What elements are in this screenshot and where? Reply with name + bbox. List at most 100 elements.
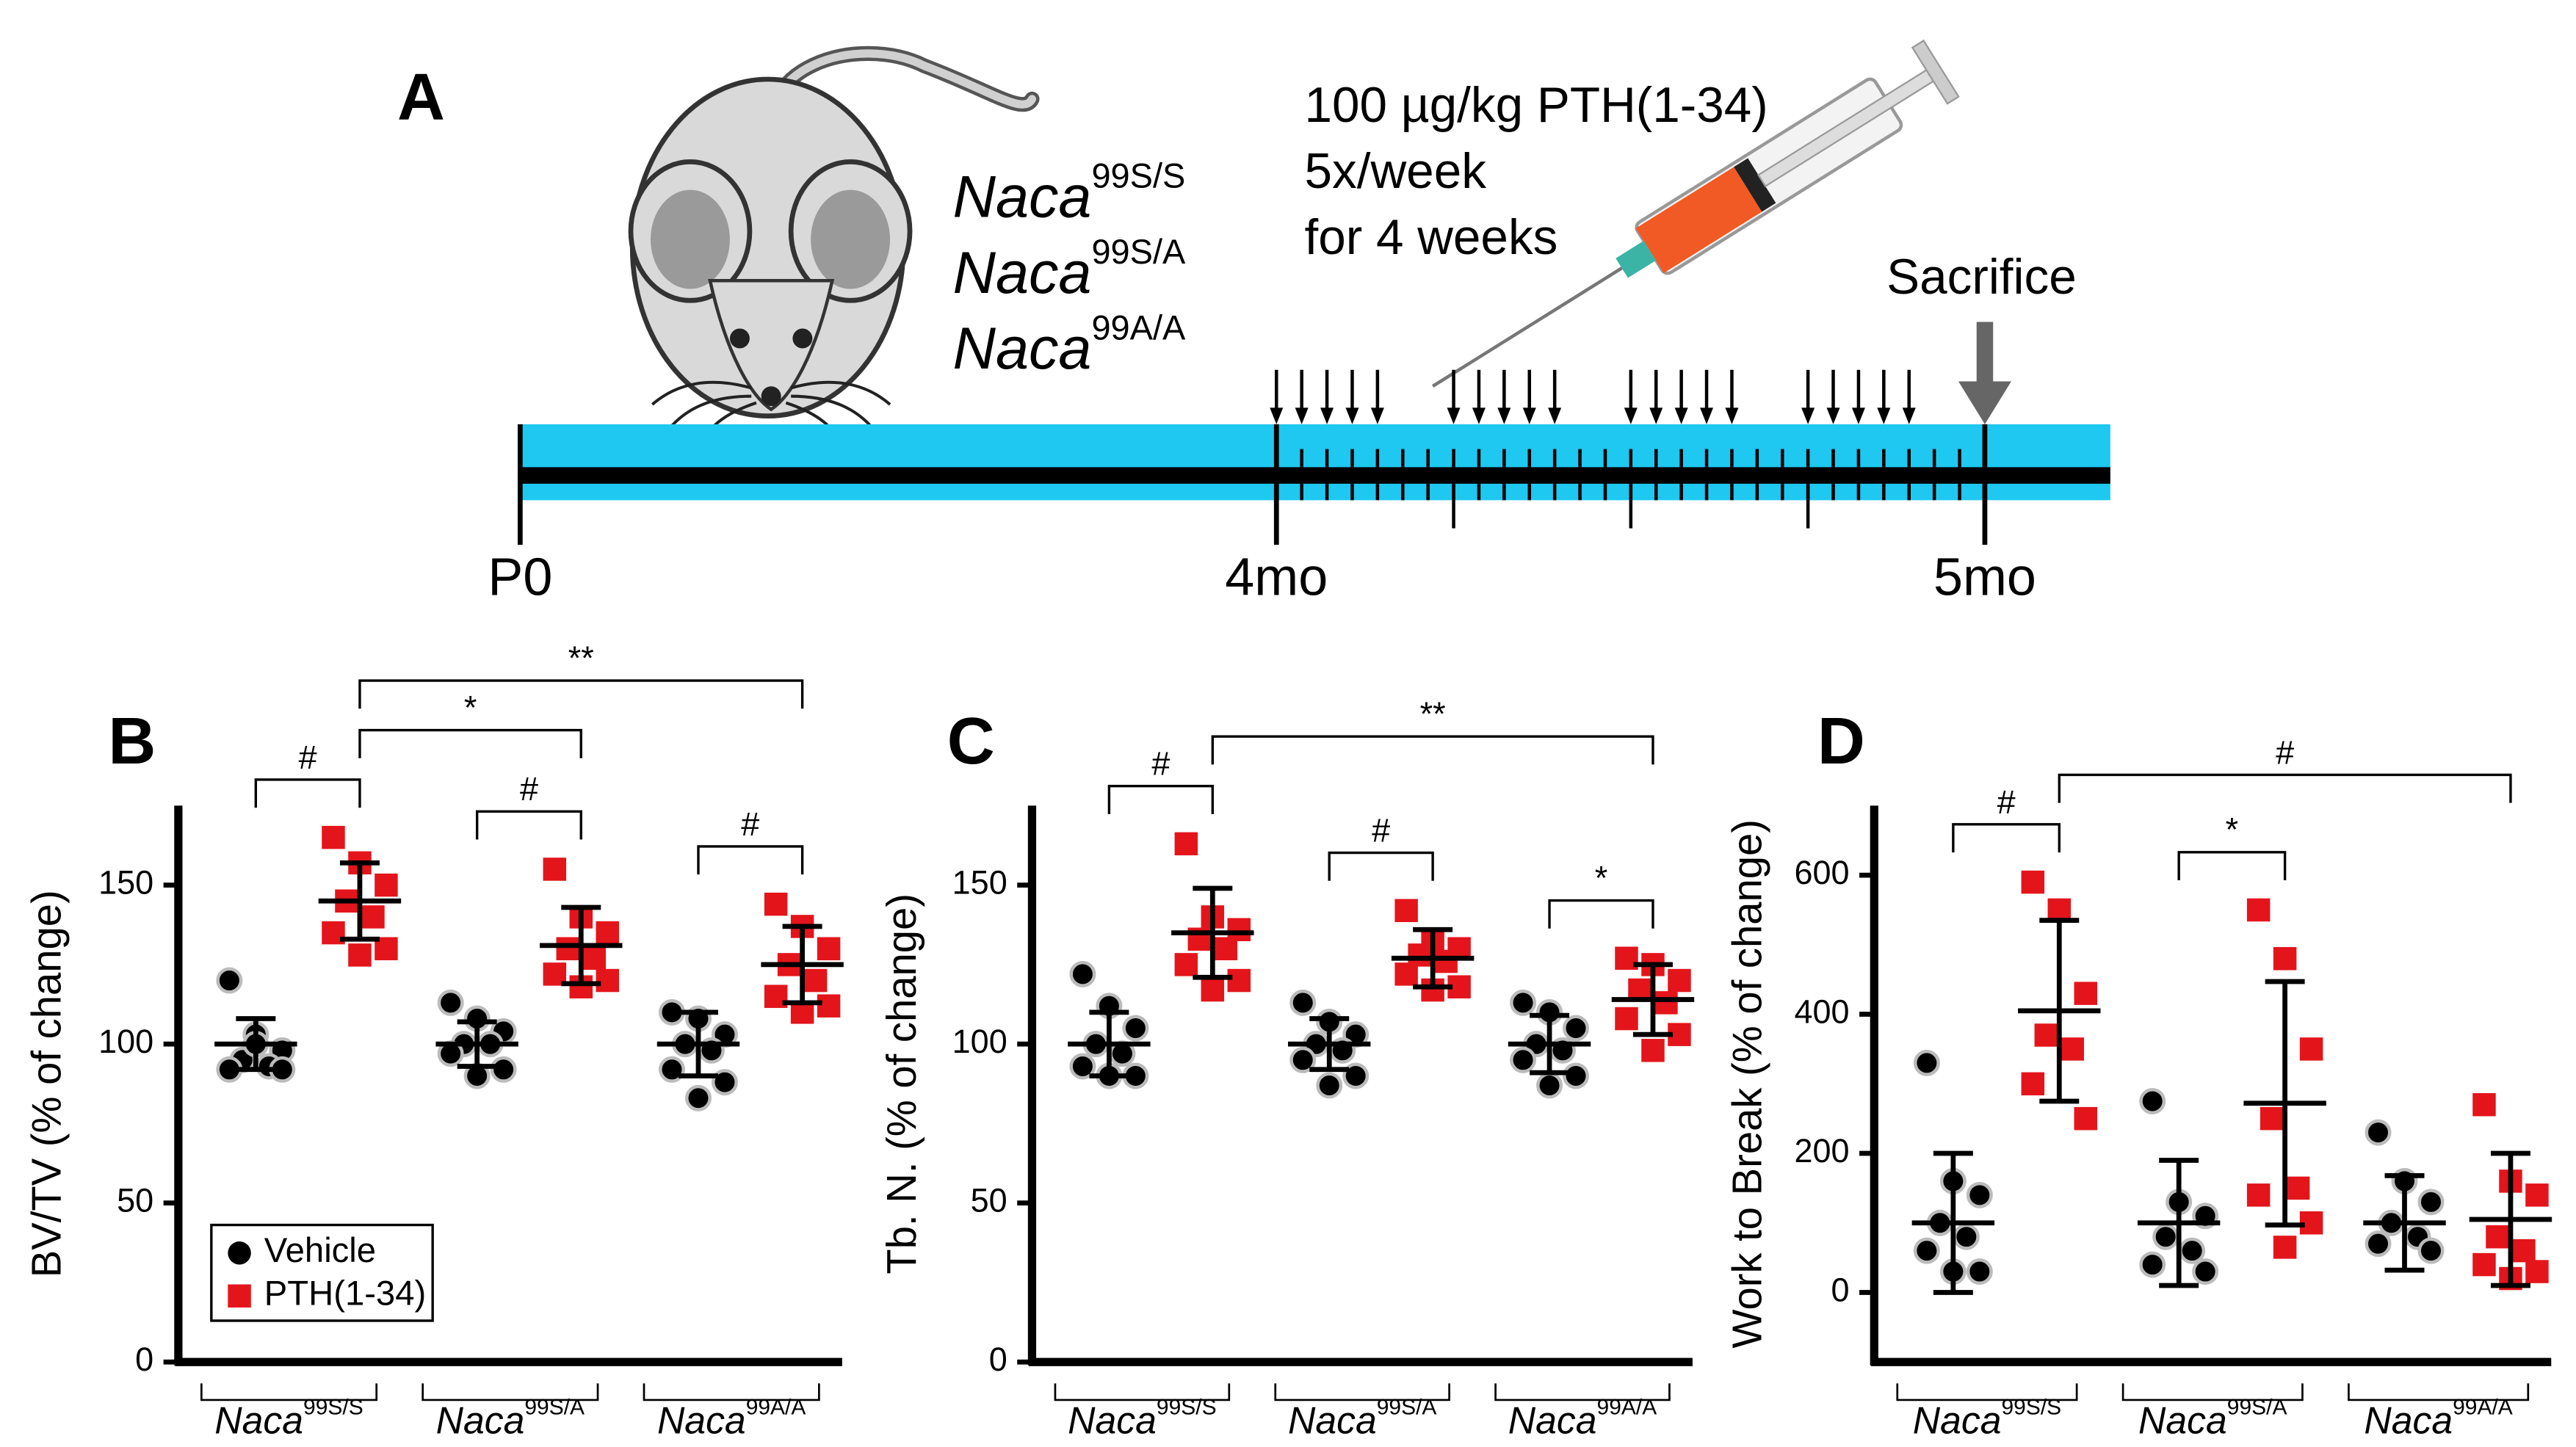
significance-label: # <box>299 739 317 776</box>
y-tick-label: 0 <box>989 1341 1007 1378</box>
injection-arrowhead <box>1447 407 1461 424</box>
injection-arrowhead <box>1345 407 1359 424</box>
genotype-superscript: 99S/S <box>1157 1396 1217 1420</box>
data-point <box>817 937 841 960</box>
significance-bracket <box>358 728 582 758</box>
genotype-superscript: 99A/A <box>1597 1396 1657 1420</box>
data-point <box>1214 937 1238 960</box>
panel-label: D <box>1817 705 1865 778</box>
significance-bracket <box>254 778 361 808</box>
data-point <box>375 873 398 897</box>
data-point <box>2246 898 2271 922</box>
timeline <box>517 424 2110 545</box>
genotype-label: Naca99S/A <box>436 1396 585 1441</box>
genotype-superscript: 99S/A <box>2227 1396 2287 1420</box>
genotype-superscript: 99S/S <box>2001 1396 2061 1420</box>
data-point <box>1316 1072 1343 1099</box>
genotype-label: Naca99S/S <box>214 1396 363 1441</box>
data-point <box>2365 1230 2392 1258</box>
injection-arrowhead <box>1877 407 1891 424</box>
genotype-superscript: 99S/A <box>524 1396 585 1420</box>
injection-arrowhead <box>1826 407 1840 424</box>
data-point <box>803 968 828 993</box>
genotype-superscript: 99S/A <box>1091 232 1186 271</box>
y-tick-label: 150 <box>952 864 1007 902</box>
data-point <box>1227 968 1251 993</box>
y-tick-label: 200 <box>1795 1132 1850 1169</box>
panel-label: A <box>397 61 445 134</box>
data-point <box>1069 1053 1096 1080</box>
injection-arrowhead <box>1522 407 1536 424</box>
data-point <box>2486 1225 2509 1249</box>
data-point <box>437 989 464 1016</box>
genotype-label: Naca99S/S <box>1913 1396 2061 1441</box>
category-bracket <box>2348 1383 2530 1401</box>
significance-bracket <box>697 845 804 875</box>
data-point <box>1289 989 1317 1016</box>
category-bracket <box>1274 1383 1450 1401</box>
genotype-name: Naca <box>1068 1399 1157 1441</box>
data-point <box>2512 1239 2536 1263</box>
injection-arrowhead <box>1548 407 1562 424</box>
genotype-name: Naca <box>2364 1399 2453 1441</box>
significance-bracket <box>1107 784 1214 814</box>
genotype-label: Naca99A/A <box>953 308 1187 382</box>
legend-marker <box>228 1241 251 1265</box>
y-tick-label: 100 <box>98 1023 153 1060</box>
significance-bracket <box>2177 851 2287 880</box>
significance-label: * <box>464 689 477 726</box>
injection-arrowhead <box>1295 407 1309 424</box>
data-point <box>348 943 372 967</box>
sacrifice-arrow <box>1976 322 1994 385</box>
significance-bracket <box>1328 851 1434 881</box>
data-point <box>1201 978 1225 1002</box>
data-point <box>817 994 841 1018</box>
data-point <box>1174 953 1198 976</box>
genotype-label: Naca99A/A <box>2364 1396 2512 1441</box>
injection-arrowhead <box>1700 407 1714 424</box>
data-point <box>2021 1072 2045 1096</box>
y-axis-label: Tb. N. (% of change) <box>878 893 925 1274</box>
data-point <box>1668 968 1691 993</box>
y-tick-label: 100 <box>952 1023 1007 1060</box>
data-point <box>1289 1046 1317 1073</box>
data-point <box>361 905 385 929</box>
genotype-name: Naca <box>953 316 1092 382</box>
y-tick-label: 600 <box>1795 854 1850 891</box>
genotype-name: Naca <box>1508 1399 1597 1441</box>
data-point <box>2273 1236 2297 1259</box>
genotype-label: Naca99S/S <box>953 156 1186 231</box>
genotype-label: Naca99S/A <box>2138 1396 2287 1441</box>
category-bracket <box>1494 1383 1671 1401</box>
genotype-name: Naca <box>1913 1399 2002 1441</box>
genotype-superscript: 99A/A <box>1091 308 1186 347</box>
injection-arrowhead <box>1320 407 1334 424</box>
injection-arrowhead <box>1649 407 1663 424</box>
data-point <box>596 968 619 993</box>
y-tick-label: 50 <box>117 1182 153 1219</box>
genotype-name: Naca <box>214 1399 303 1441</box>
data-point <box>1536 1072 1563 1099</box>
data-point <box>2192 1258 2219 1285</box>
category-bracket <box>1896 1383 2078 1401</box>
significance-label: # <box>2276 733 2294 771</box>
timepoint-label: 4mo <box>1225 548 1328 607</box>
significance-label: # <box>1151 745 1170 783</box>
data-point <box>1966 1258 1993 1285</box>
genotype-label: Naca99A/A <box>657 1396 806 1441</box>
legend-label: Vehicle <box>264 1231 376 1270</box>
data-point <box>1966 1181 1993 1208</box>
y-tick-label: 0 <box>1831 1271 1850 1308</box>
data-point <box>2299 1037 2323 1061</box>
data-point <box>764 892 788 916</box>
data-point <box>490 1056 517 1083</box>
data-point <box>2273 947 2297 971</box>
data-point <box>684 1084 712 1111</box>
data-point <box>659 1056 685 1083</box>
category-bracket <box>643 1383 820 1401</box>
data-point <box>2074 982 2098 1005</box>
data-point <box>1510 1046 1537 1073</box>
significance-label: # <box>1997 783 2016 821</box>
genotype-label: Naca99S/A <box>953 232 1187 306</box>
